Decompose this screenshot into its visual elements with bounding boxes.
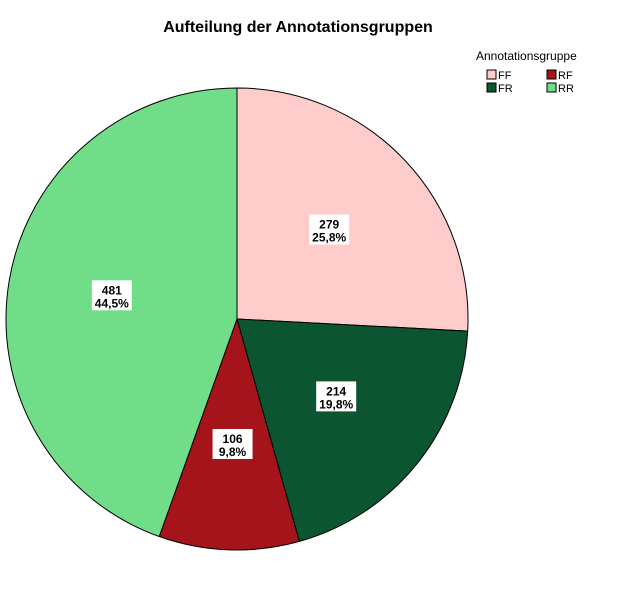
data-label-value: 481 xyxy=(102,283,122,297)
chart-title: Aufteilung der Annotationsgruppen xyxy=(163,19,433,36)
data-label-box xyxy=(309,214,350,245)
data-label-percent: 19,8% xyxy=(319,397,353,411)
legend-swatch-ff xyxy=(486,69,497,80)
data-label-value: 279 xyxy=(319,218,339,232)
legend-label-rf: RF xyxy=(558,70,573,82)
legend-label-fr: FR xyxy=(498,83,513,95)
legend-swatch-rf xyxy=(546,69,557,80)
data-label-percent: 9,8% xyxy=(219,445,247,459)
pie-slices xyxy=(5,87,469,551)
data-label-box xyxy=(212,428,253,459)
data-label-value: 214 xyxy=(326,384,346,398)
legend-swatch-fr xyxy=(486,82,497,93)
pie-slice-rr xyxy=(5,87,238,538)
legend-swatch-rr xyxy=(546,82,557,93)
pie-slice-ff xyxy=(236,87,469,332)
legend-label-ff: FF xyxy=(498,70,512,82)
pie-slice-fr xyxy=(236,318,469,543)
legend-title: Annotationsgruppe xyxy=(476,49,577,63)
data-label-percent: 25,8% xyxy=(312,231,346,245)
legend-label-rr: RR xyxy=(558,83,574,95)
legend: Annotationsgruppe FF RF FR RR xyxy=(476,49,577,95)
data-label-percent: 44,5% xyxy=(95,296,129,310)
data-label-box xyxy=(316,381,357,412)
data-label-box xyxy=(91,280,132,311)
data-label-value: 106 xyxy=(223,432,243,446)
